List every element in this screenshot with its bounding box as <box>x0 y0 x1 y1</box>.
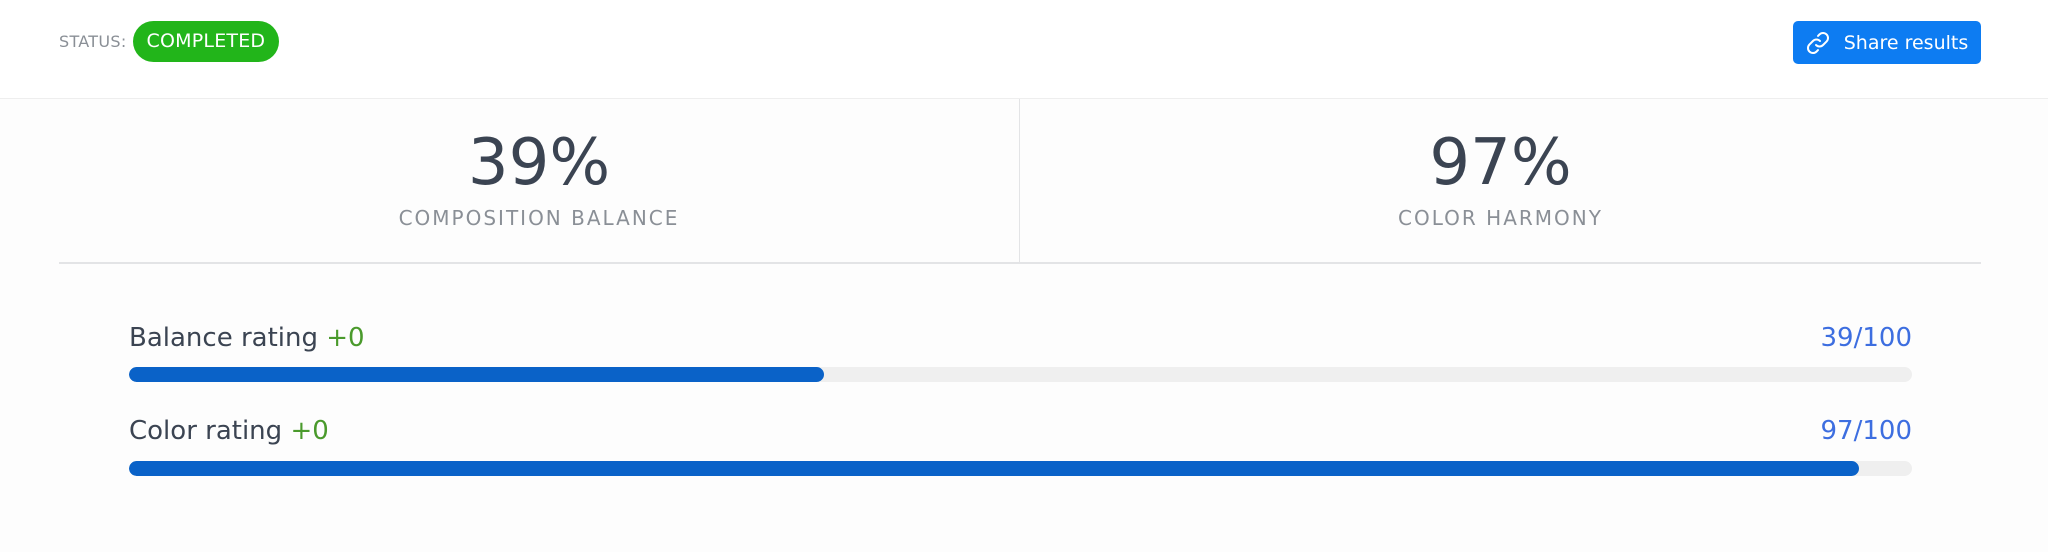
rating-header: Color rating +0 97/100 <box>129 414 1912 448</box>
rating-delta: +0 <box>290 416 329 446</box>
share-results-button[interactable]: Share results <box>1793 21 1981 64</box>
stats-panel: 39% COMPOSITION BALANCE 97% COLOR HARMON… <box>59 99 1981 264</box>
rating-balance: Balance rating +0 39/100 <box>129 321 1912 382</box>
stats-divider <box>1019 99 1020 262</box>
rating-header: Balance rating +0 39/100 <box>129 321 1912 355</box>
stat-label: COLOR HARMONY <box>1398 206 1603 230</box>
progress-fill <box>129 461 1859 476</box>
status-indicator: STATUS: COMPLETED <box>59 21 280 62</box>
header-bar: STATUS: COMPLETED Share results <box>0 0 2048 99</box>
rating-score: 39/100 <box>1820 323 1912 353</box>
share-results-label: Share results <box>1843 31 1969 54</box>
status-badge: COMPLETED <box>132 21 280 62</box>
rating-name: Color rating <box>129 416 283 446</box>
rating-delta: +0 <box>326 323 365 353</box>
stat-label: COMPOSITION BALANCE <box>398 206 680 230</box>
link-icon <box>1806 31 1830 55</box>
stat-value: 39% <box>467 126 611 200</box>
rating-name: Balance rating <box>129 323 318 353</box>
rating-color: Color rating +0 97/100 <box>129 414 1912 476</box>
rating-score: 97/100 <box>1820 416 1912 446</box>
status-label: STATUS: <box>59 32 127 51</box>
stat-value: 97% <box>1429 126 1572 200</box>
progress-fill <box>129 367 825 382</box>
progress-track <box>129 461 1912 476</box>
stat-color-harmony: 97% COLOR HARMONY <box>1020 99 1981 262</box>
progress-track <box>129 367 1912 382</box>
rating-label: Color rating +0 <box>129 414 329 448</box>
rating-label: Balance rating +0 <box>129 321 365 355</box>
stat-composition-balance: 39% COMPOSITION BALANCE <box>59 99 1019 262</box>
